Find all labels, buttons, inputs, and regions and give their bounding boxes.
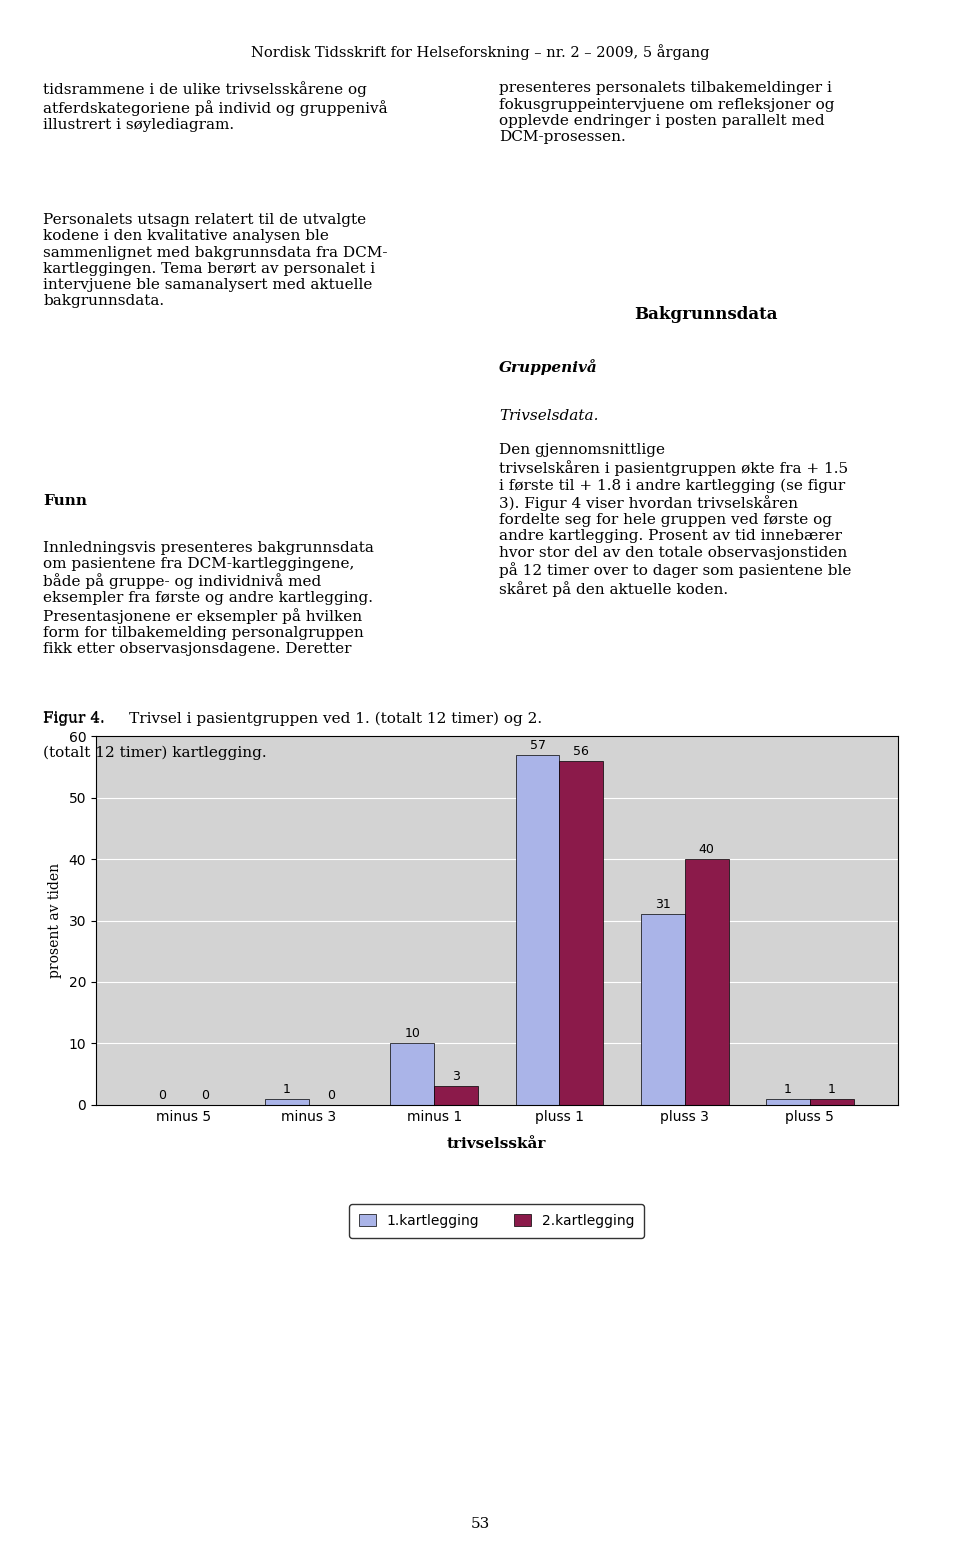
Text: 0: 0 — [326, 1089, 335, 1102]
Bar — [265, 1098, 309, 1105]
Text: Figur 4.: Figur 4. — [43, 711, 105, 726]
Legend: 1.kartlegging, 2.kartlegging: 1.kartlegging, 2.kartlegging — [349, 1205, 644, 1238]
Text: (totalt 12 timer) kartlegging.: (totalt 12 timer) kartlegging. — [43, 746, 267, 760]
Bar — [391, 1044, 434, 1105]
Text: Bakgrunnsdata: Bakgrunnsdata — [634, 306, 778, 323]
Text: Den gjennomsnittlige
trivselskåren i pasientgruppen økte fra + 1.5
i første til : Den gjennomsnittlige trivselskåren i pas… — [499, 443, 852, 597]
Bar — [641, 915, 684, 1105]
Bar — [810, 1098, 853, 1105]
Text: 57: 57 — [530, 738, 545, 752]
Text: tidsrammene i de ulike trivselsskårene og
atferdskategoriene på individ og grupp: tidsrammene i de ulike trivselsskårene o… — [43, 81, 388, 132]
Text: Gruppenivå: Gruppenivå — [499, 359, 598, 375]
Text: Funn: Funn — [43, 494, 87, 508]
Bar — [516, 755, 560, 1105]
Bar — [560, 762, 603, 1105]
Bar — [684, 859, 729, 1105]
Text: 1: 1 — [784, 1083, 792, 1095]
X-axis label: trivselsskår: trivselsskår — [447, 1138, 546, 1152]
Bar — [766, 1098, 810, 1105]
Text: 1: 1 — [283, 1083, 291, 1095]
Text: 1: 1 — [828, 1083, 836, 1095]
Text: 0: 0 — [202, 1089, 209, 1102]
Text: Personalets utsagn relatert til de utvalgte
kodene i den kvalitative analysen bl: Personalets utsagn relatert til de utval… — [43, 213, 388, 309]
Text: 0: 0 — [157, 1089, 166, 1102]
Text: Nordisk Tidsskrift for Helseforskning – nr. 2 – 2009, 5 årgang: Nordisk Tidsskrift for Helseforskning – … — [251, 44, 709, 60]
Text: Trivselsdata.: Trivselsdata. — [499, 409, 599, 423]
Text: Figur 4.     Trivsel i pasientgruppen ved 1. (totalt 12 timer) og 2.: Figur 4. Trivsel i pasientgruppen ved 1.… — [43, 711, 542, 726]
Y-axis label: prosent av tiden: prosent av tiden — [48, 863, 61, 978]
Bar — [434, 1086, 478, 1105]
Text: 56: 56 — [573, 744, 589, 758]
Text: Innledningsvis presenteres bakgrunnsdata
om pasientene fra DCM-kartleggingene,
b: Innledningsvis presenteres bakgrunnsdata… — [43, 541, 374, 657]
Text: 3: 3 — [452, 1070, 460, 1083]
Text: 40: 40 — [699, 843, 714, 856]
Text: 31: 31 — [655, 898, 671, 912]
Text: presenteres personalets tilbakemeldinger i
fokusgruppeintervjuene om refleksjone: presenteres personalets tilbakemeldinger… — [499, 81, 834, 144]
Text: 10: 10 — [404, 1028, 420, 1040]
Text: 53: 53 — [470, 1517, 490, 1531]
